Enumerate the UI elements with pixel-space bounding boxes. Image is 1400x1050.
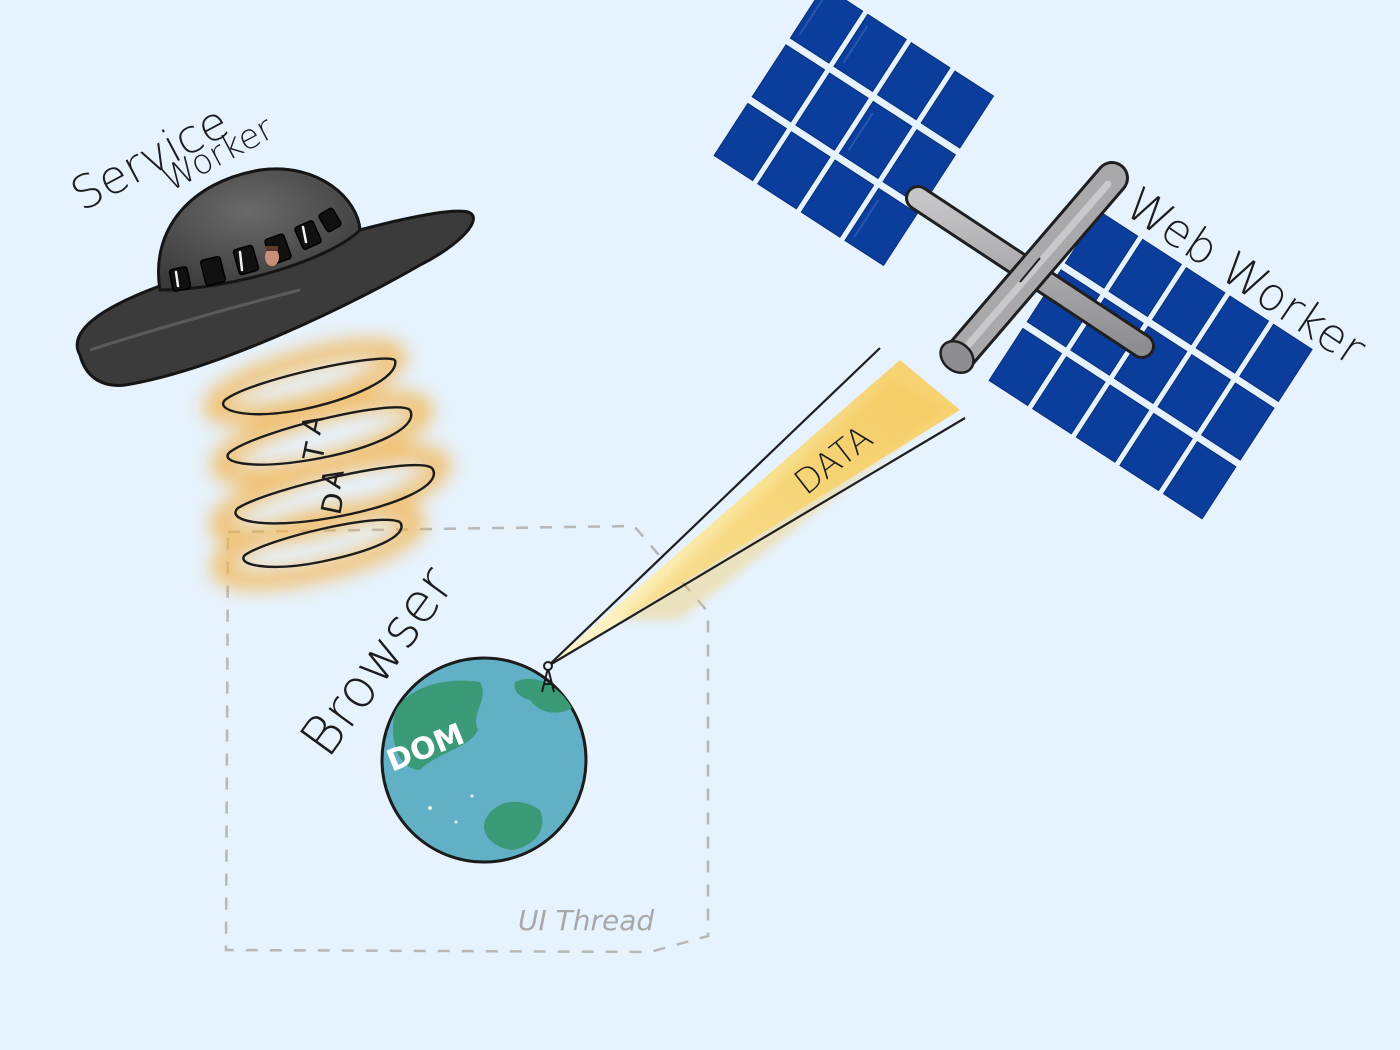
station-module xyxy=(939,161,1129,375)
ufo-icon: Service Worker xyxy=(62,94,475,387)
data-beam: DATA xyxy=(547,347,966,667)
data-tornado: D A T A xyxy=(203,338,451,590)
ui-thread-frame xyxy=(224,524,710,954)
ui-thread-label: UI Thread xyxy=(518,904,654,937)
antenna-icon xyxy=(541,661,555,693)
earth-globe-icon: DOM xyxy=(380,656,588,864)
ufo-pilot xyxy=(265,246,279,266)
solar-array-upper xyxy=(713,0,995,267)
